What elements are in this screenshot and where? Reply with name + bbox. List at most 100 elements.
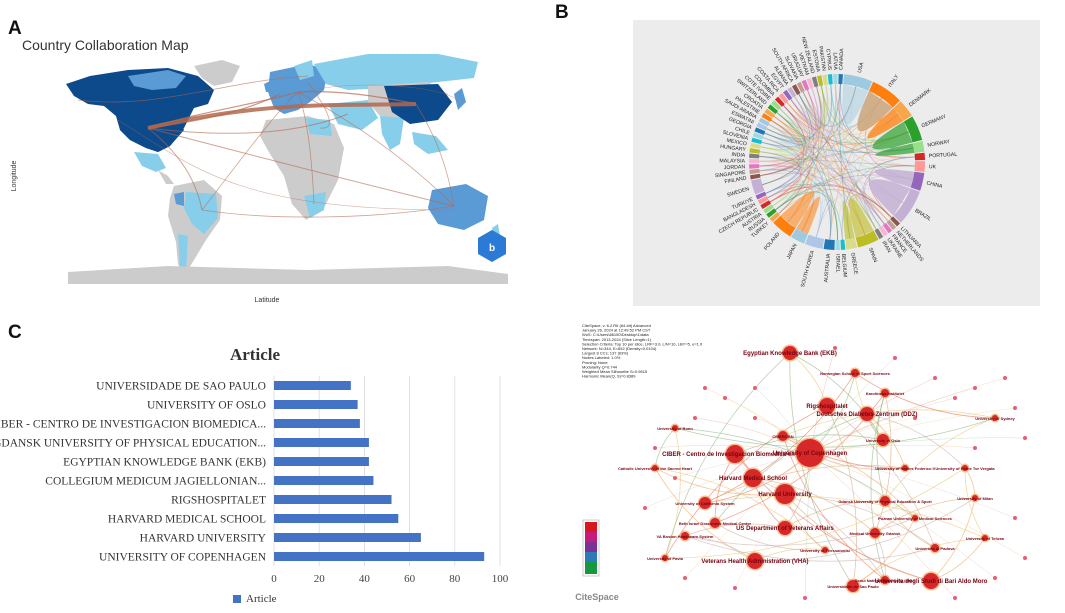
- bar-university-of-oslo: [274, 400, 358, 409]
- network-label: University of Pavia: [647, 556, 684, 561]
- chord-link: [765, 105, 807, 194]
- network-edge: [930, 497, 976, 582]
- network-node-small: [703, 386, 707, 390]
- network-edge: [782, 435, 886, 581]
- y-tick-label: HARVARD MEDICAL SCHOOL: [108, 514, 266, 526]
- chord-label-hungary: HUNGARY: [720, 144, 747, 153]
- chord-link: [835, 84, 915, 158]
- network-edge: [874, 392, 892, 534]
- chord-label-portugal: PORTUGAL: [929, 152, 958, 160]
- chord-label-mexico: MEXICO: [726, 138, 747, 148]
- network-edge: [782, 409, 996, 437]
- chord-label-iran: IRAN: [880, 240, 892, 254]
- chord-link: [768, 124, 885, 225]
- network-label: Medical University Gdansk: [850, 531, 902, 536]
- network-edge: [809, 397, 956, 454]
- chord-link: [759, 108, 805, 172]
- panel-label-c: C: [8, 322, 22, 343]
- network-edge: [782, 435, 906, 469]
- y-tick-label: UNIVERSITY OF COPENHAGEN: [99, 552, 267, 564]
- land-southeast-asia: [412, 132, 448, 154]
- chord-arc-palestine: [761, 113, 773, 122]
- chord-label-china: CHINA: [926, 180, 944, 190]
- chord-link: [762, 119, 803, 186]
- chord-link: [815, 200, 833, 240]
- land-uk: [264, 80, 274, 92]
- chord-label-belgium: BELGIUM: [840, 254, 848, 278]
- network-node-small: [913, 416, 917, 420]
- network-label: Catholic University of the Sacred Heart: [618, 466, 693, 471]
- network-header-line: Pruning: None: [582, 360, 608, 365]
- network-edge: [654, 467, 786, 496]
- citespace-logo: CiteSpace: [575, 592, 619, 602]
- network-node-small: [753, 416, 757, 420]
- chord-link: [798, 84, 832, 127]
- chord-label-greece: GREECE: [849, 252, 859, 275]
- chord-arc-saudi-arabia: [758, 117, 770, 127]
- chord-arc-albania: [787, 86, 797, 98]
- y-tick-label: UNIVERSITY OF OSLO: [147, 400, 266, 412]
- chord-link: [759, 156, 800, 186]
- chord-arc-uk: [914, 161, 925, 172]
- y-tick-label: HARVARD UNIVERSITY: [140, 533, 267, 545]
- network-edge: [809, 452, 1016, 519]
- chord-link: [772, 108, 808, 207]
- legend-label: Article: [246, 593, 277, 605]
- chord-link: [773, 84, 828, 134]
- chord-arc-finland: [749, 173, 761, 180]
- chord-arc-bangladesh: [757, 196, 769, 205]
- chord-label-canada: CANADA: [838, 48, 845, 70]
- chord-arc-hungary: [749, 148, 760, 154]
- network-node-small: [953, 596, 957, 600]
- chord-link: [760, 172, 885, 225]
- network-label: Karolinska Institutet: [866, 391, 905, 396]
- chord-arc-poland: [773, 215, 796, 237]
- chord-link: [761, 89, 817, 147]
- chord-link: [759, 151, 803, 207]
- chord-label-chile: CHILE: [734, 126, 751, 137]
- network-edge: [789, 352, 854, 587]
- network-label: Gdansk University of Physical Education …: [838, 499, 932, 504]
- network-node-egyptian-knowledge-bank-ekb: [783, 346, 797, 360]
- chord-link: [769, 119, 805, 203]
- network-label: Norwegian School of Sport Sciences: [820, 371, 891, 376]
- chord-link: [778, 189, 889, 222]
- network-node-poznan-university-of-medical-sciences: [912, 515, 918, 521]
- chord-link: [875, 156, 915, 167]
- chord-link: [761, 141, 881, 228]
- chord-link: [786, 101, 915, 158]
- network-node-university-of-milan: [972, 495, 978, 501]
- network-node-seoul-national-university-snu: [881, 576, 889, 584]
- chord-arc-czech-republic: [760, 200, 772, 209]
- network-node-rigshospitalet: [819, 398, 835, 414]
- network-node-small: [753, 386, 757, 390]
- land-colombia: [174, 192, 184, 206]
- network-label: University of Milan: [957, 496, 993, 501]
- chord-link: [815, 84, 837, 238]
- chord-link: [760, 91, 814, 177]
- y-tick-label: RIGSHOSPITALET: [171, 495, 266, 507]
- network-edge: [809, 437, 1026, 454]
- bar-harvard-university: [274, 533, 421, 542]
- network-edge: [809, 407, 1016, 454]
- network-node-ciberobn: [778, 431, 788, 441]
- chord-arc-lithuania: [890, 216, 901, 227]
- chord-label-latvia: LATVIA: [832, 52, 838, 70]
- network-edge: [704, 372, 856, 504]
- svg-text:b: b: [489, 243, 495, 254]
- chord-link: [765, 178, 803, 199]
- chord-link: [762, 137, 822, 238]
- network-edge: [964, 467, 986, 539]
- chord-link: [767, 185, 822, 238]
- chord-link: [766, 112, 805, 143]
- collaboration-lines: [77, 75, 459, 218]
- chord-label-singapore: SINGAPORE: [715, 170, 747, 180]
- network-edge: [874, 497, 976, 534]
- network-edge: [714, 522, 826, 551]
- network-node-small: [803, 596, 807, 600]
- chord-link: [759, 151, 839, 241]
- network-edge: [684, 452, 811, 579]
- network-node-small: [1013, 516, 1017, 520]
- network-edge: [784, 493, 932, 582]
- chord-arc-greece: [845, 237, 858, 250]
